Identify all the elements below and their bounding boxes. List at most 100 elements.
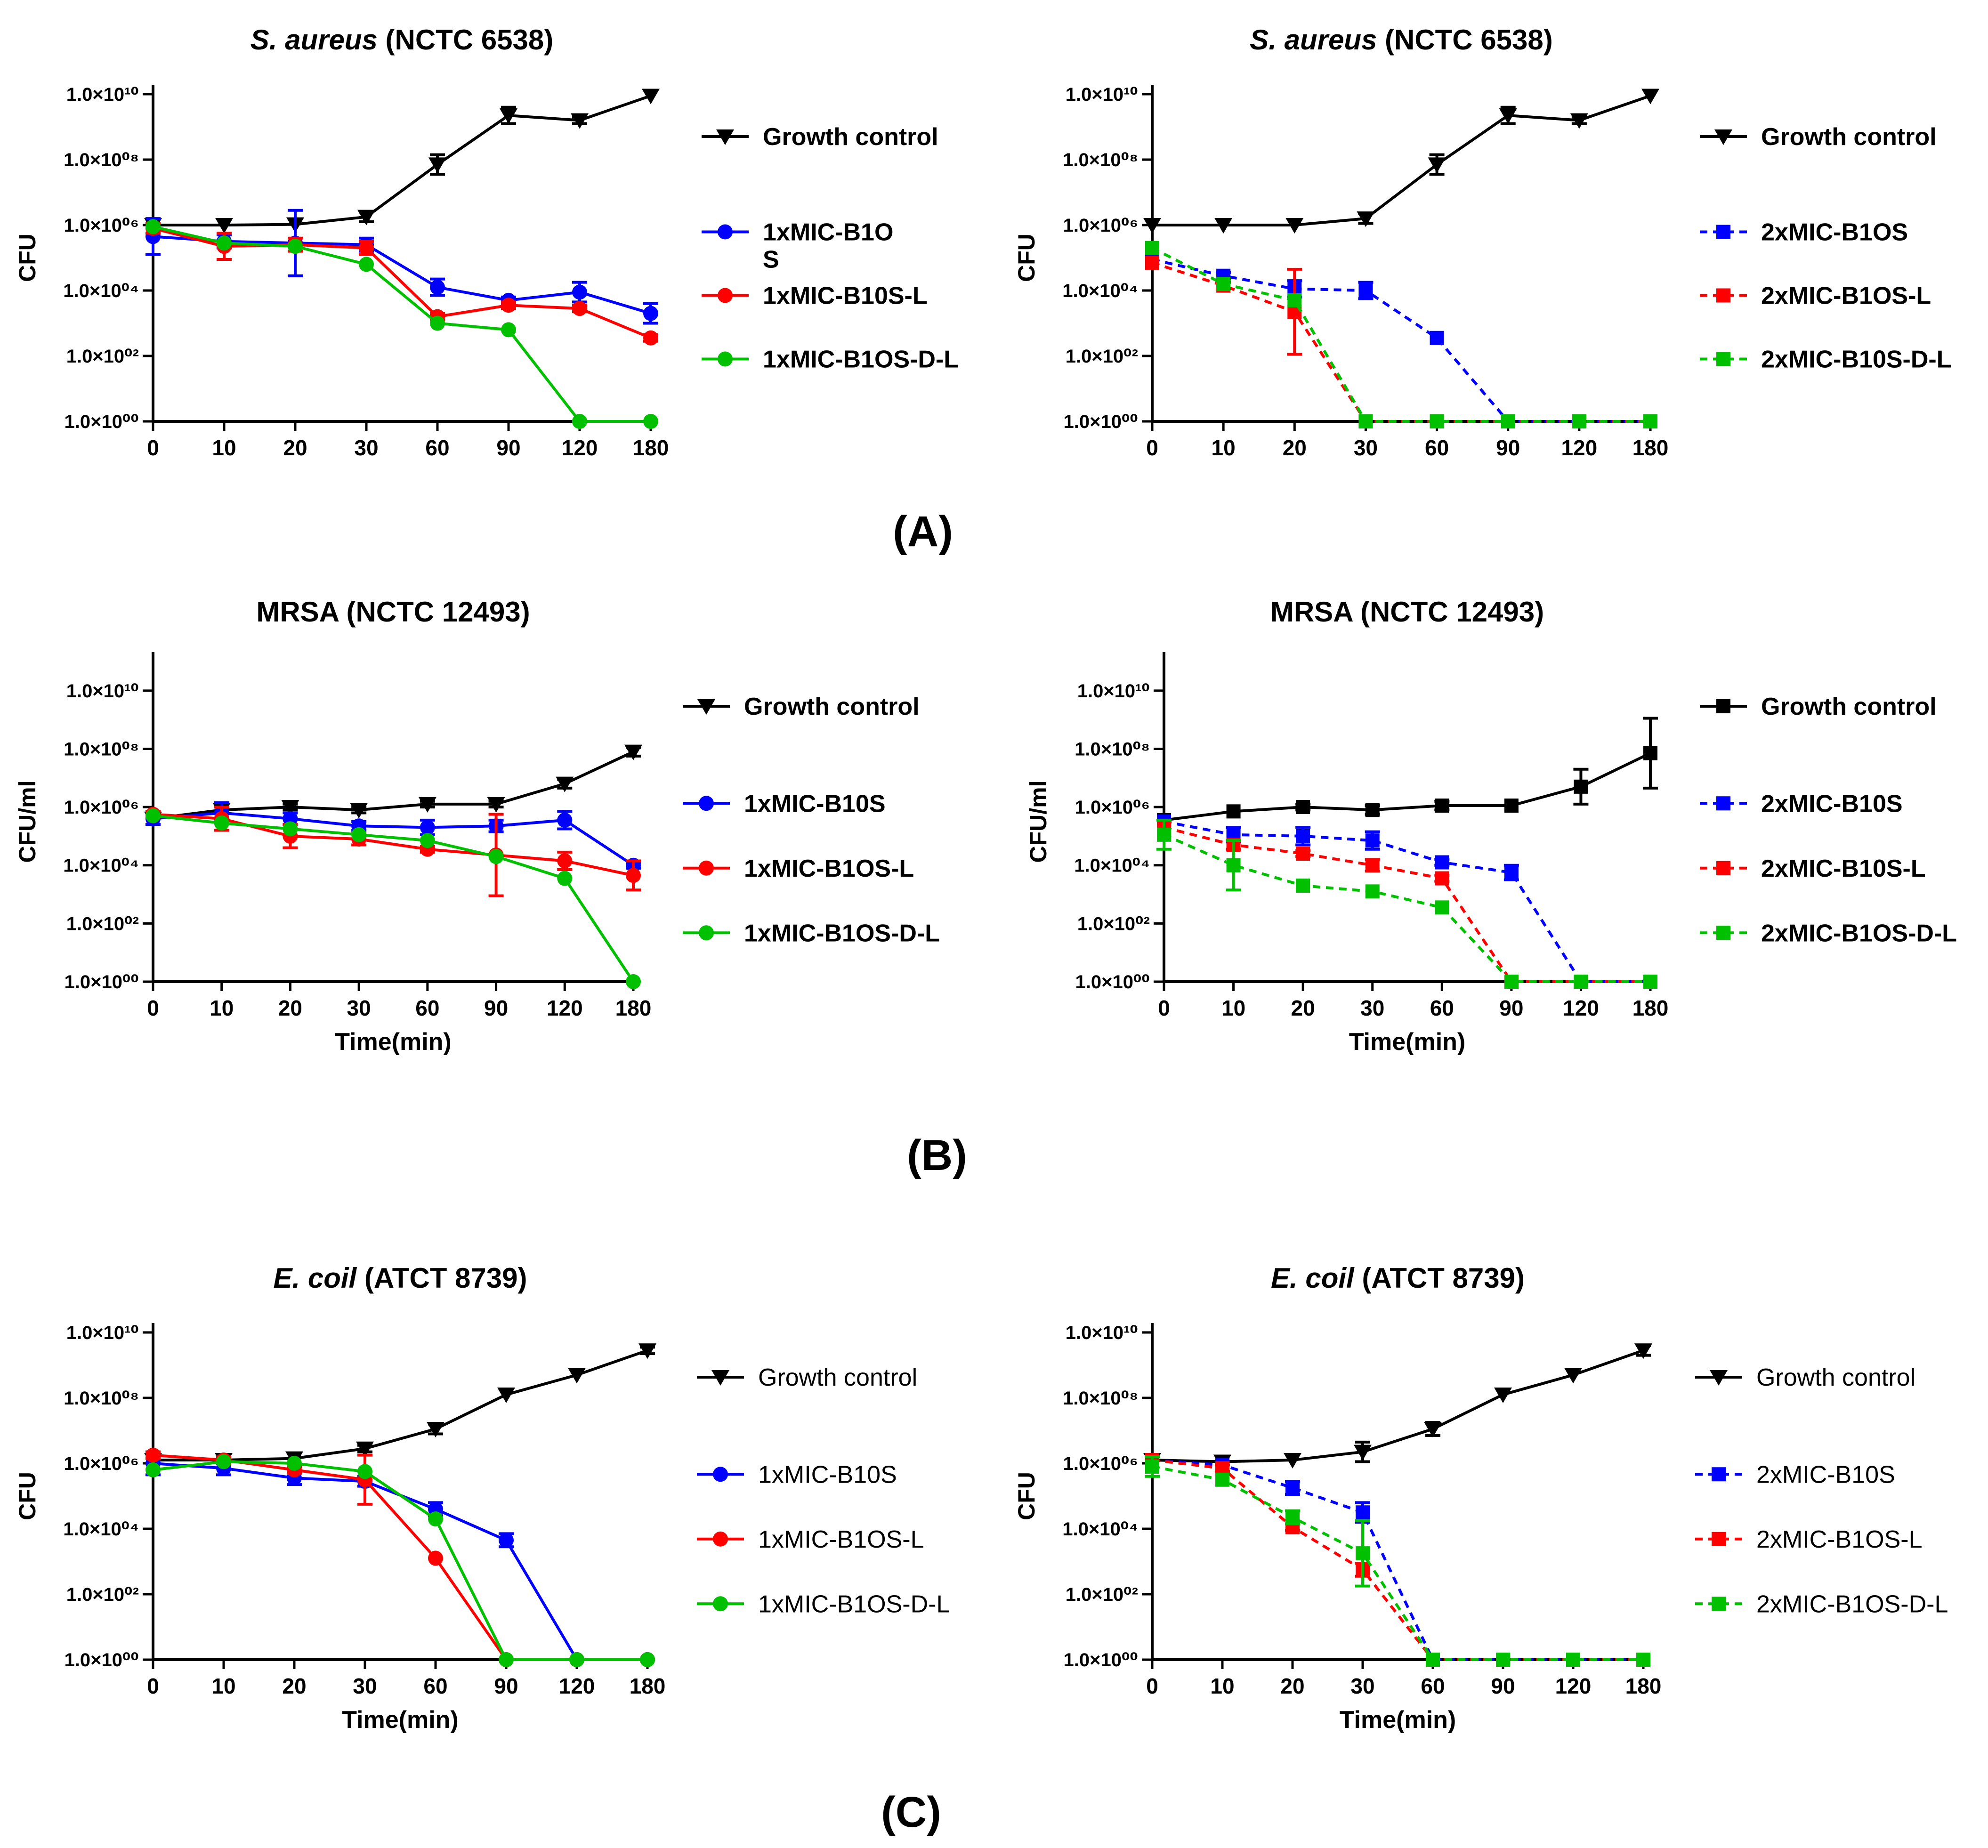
data-point — [1574, 975, 1588, 989]
data-point — [1566, 1653, 1580, 1667]
data-point — [497, 1388, 515, 1404]
chart-title: MRSA (NCTC 12493) — [256, 596, 530, 628]
legend-marker — [716, 129, 734, 145]
legend-marker — [718, 351, 733, 367]
data-point — [351, 827, 367, 842]
legend-marker — [1712, 1597, 1726, 1611]
series-line — [1164, 752, 1651, 822]
legend-marker — [713, 1596, 728, 1612]
x-tick-label: 60 — [423, 1674, 447, 1698]
data-point — [499, 1652, 514, 1667]
section-label-c: (C) — [881, 1788, 941, 1836]
data-point — [1564, 1368, 1582, 1384]
data-point — [357, 210, 375, 226]
series-growth-control — [1143, 89, 1659, 234]
data-point — [499, 1533, 514, 1548]
legend-entry: Growth control — [1700, 693, 1937, 720]
x-tick-label: 120 — [1561, 436, 1597, 460]
data-point — [357, 1464, 372, 1479]
legend-entry: 2xMIC-B10S-D-L — [1700, 346, 1952, 373]
data-point — [1504, 975, 1519, 989]
y-tick-label: 1.0×10⁰⁴ — [1062, 1519, 1138, 1540]
x-tick-label: 180 — [633, 436, 669, 460]
legend-entry: 2xMIC-B10S-L — [1700, 855, 1926, 882]
x-tick-label: 180 — [615, 996, 652, 1020]
x-tick-label: 120 — [1563, 996, 1599, 1020]
data-point — [488, 849, 504, 864]
legend-label: 2xMIC-B10S — [1756, 1461, 1895, 1488]
legend-marker — [713, 1467, 728, 1482]
data-point — [1643, 746, 1657, 760]
data-point — [638, 1343, 656, 1359]
x-axis-label: Time(min) — [335, 1028, 452, 1056]
data-point — [626, 974, 641, 989]
x-tick-label: 90 — [496, 436, 520, 460]
chart-panel-c-left: E. coil (ATCT 8739) 1.0×10⁰⁰ 1.0×10⁰² 1.0×1… — [14, 1262, 950, 1734]
series-line — [1152, 1465, 1643, 1661]
y-tick-label: 1.0×10⁰⁰ — [65, 412, 139, 432]
legend-label: Growth control — [763, 123, 938, 151]
legend-entry: Growth control — [702, 123, 938, 151]
series-line — [1151, 246, 1650, 423]
data-point — [359, 257, 374, 272]
data-point — [214, 815, 229, 831]
data-point — [1570, 113, 1588, 129]
legend-label: 1xMIC-B1O S — [763, 219, 893, 274]
y-tick-label: 1.0×10⁰⁰ — [65, 1650, 139, 1670]
legend-entry: 1xMIC-B1OS-D-L — [683, 920, 940, 947]
data-point — [643, 414, 658, 429]
data-point — [643, 306, 658, 321]
data-point — [1285, 1510, 1300, 1525]
data-point — [145, 808, 161, 823]
data-point — [1430, 331, 1444, 345]
data-point — [428, 157, 446, 173]
y-tick-label: 1.0×10⁰² — [66, 913, 139, 934]
x-tick-label: 0 — [147, 1674, 159, 1698]
data-point — [1643, 414, 1657, 428]
data-point — [1145, 255, 1159, 270]
legend-label: 2xMIC-B1OS-D-L — [1761, 920, 1957, 947]
series-line — [1152, 258, 1650, 423]
data-point — [1143, 218, 1161, 234]
data-point — [1435, 855, 1449, 870]
data-point — [1226, 858, 1241, 872]
data-point — [1216, 277, 1231, 291]
series-line — [1152, 94, 1651, 226]
x-tick-label: 120 — [559, 1674, 595, 1698]
legend-label: 2xMIC-B1OS-D-L — [1756, 1590, 1948, 1618]
chart-title: S. aureus (NCTC 6538) — [1250, 24, 1553, 56]
data-point — [1494, 1388, 1512, 1404]
x-tick-label: 10 — [210, 996, 234, 1020]
x-tick-label: 0 — [1146, 1674, 1158, 1698]
y-tick-label: 1.0×10⁰² — [1066, 346, 1138, 367]
data-point — [428, 1511, 443, 1527]
y-tick-label: 1.0×10⁰⁶ — [64, 797, 139, 818]
legend-entry: 2xMIC-B1OS-D-L — [1700, 920, 1957, 947]
y-axis-label: CFU — [14, 234, 40, 282]
data-point — [1636, 1653, 1650, 1667]
data-point — [1358, 283, 1373, 298]
chart-title: E. coil (ATCT 8739) — [1271, 1262, 1525, 1294]
legend-entry: 1xMIC-B1OS-D-L — [697, 1590, 950, 1618]
legend-marker — [1716, 352, 1730, 366]
legend-marker — [1716, 861, 1730, 875]
data-point — [217, 235, 232, 251]
y-tick-label: 1.0×10⁰⁴ — [1062, 281, 1138, 301]
series-line — [1152, 1459, 1643, 1661]
legend-marker — [1716, 288, 1730, 303]
legend-marker — [1714, 129, 1732, 145]
data-point — [1499, 108, 1517, 124]
legend-entry: Growth control — [697, 1364, 917, 1391]
y-tick-label: 1.0×10¹⁰ — [66, 1323, 139, 1343]
series-1xmic-b1os-d-l — [145, 219, 658, 429]
data-point — [1226, 804, 1241, 819]
x-tick-label: 0 — [147, 996, 159, 1020]
data-point — [1365, 884, 1380, 899]
y-axis-label: CFU/ml — [1025, 781, 1051, 863]
y-tick-label: 1.0×10¹⁰ — [1066, 1323, 1138, 1343]
chart-panel-a-right: S. aureus (NCTC 6538) 1.0×10⁰⁰ 1.0×10⁰² 1.0… — [1013, 24, 1952, 460]
series-line — [153, 750, 634, 820]
legend-entry: 2xMIC-B1OS-L — [1700, 282, 1931, 310]
data-point — [572, 301, 587, 316]
data-point — [1430, 414, 1444, 428]
